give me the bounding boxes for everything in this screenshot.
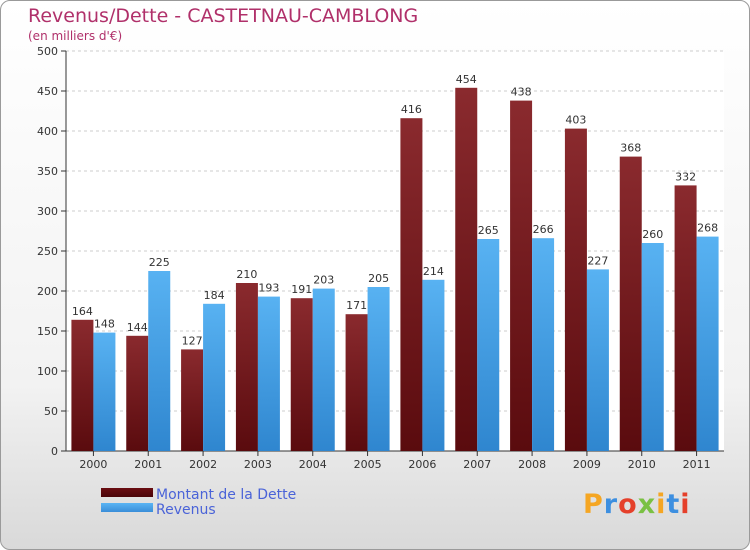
data-label: 332 — [675, 170, 696, 183]
data-label: 260 — [642, 228, 663, 241]
logo-letter: i — [656, 489, 667, 520]
x-tick-label: 2008 — [518, 458, 546, 471]
data-label: 227 — [587, 254, 608, 267]
bar-dette — [510, 100, 533, 451]
proxiti-logo: Proxiti — [583, 489, 691, 520]
x-tick-label: 2007 — [463, 458, 491, 471]
bar-dette — [345, 314, 368, 451]
legend-label: Revenus — [156, 502, 216, 518]
y-tick-label: 300 — [37, 205, 58, 218]
bar-dette — [455, 87, 478, 452]
data-label: 127 — [182, 334, 203, 347]
bar-revenus — [422, 279, 445, 451]
y-tick-label: 400 — [37, 125, 58, 138]
bar-dette — [619, 156, 642, 451]
chart-subtitle: (en milliers d'€) — [28, 29, 123, 43]
data-label: 205 — [368, 272, 389, 285]
data-label: 210 — [236, 268, 257, 281]
bar-revenus — [532, 238, 555, 451]
logo-letter: x — [637, 489, 657, 520]
logo-letter: o — [618, 489, 638, 520]
legend-label: Montant de la Dette — [156, 487, 296, 503]
bar-revenus — [586, 269, 609, 451]
y-tick-label: 500 — [37, 45, 58, 58]
data-label: 193 — [258, 282, 279, 295]
bar-revenus — [312, 288, 335, 451]
data-label: 368 — [620, 142, 641, 155]
y-tick-label: 50 — [44, 405, 58, 418]
y-tick-label: 200 — [37, 285, 58, 298]
x-tick-label: 2001 — [134, 458, 162, 471]
bar-revenus — [477, 239, 500, 451]
bar-revenus — [148, 271, 171, 451]
data-label: 144 — [127, 321, 148, 334]
logo-letter: t — [666, 489, 681, 520]
x-tick-label: 2000 — [79, 458, 107, 471]
logo-letter: P — [583, 489, 604, 520]
bar-dette — [235, 283, 258, 451]
data-label: 416 — [401, 103, 422, 116]
data-label: 268 — [697, 222, 718, 235]
logo-letter: i — [680, 489, 691, 520]
data-label: 265 — [478, 224, 499, 237]
y-tick-label: 350 — [37, 165, 58, 178]
bar-dette — [564, 128, 587, 451]
bar-dette — [126, 335, 149, 451]
data-label: 148 — [94, 318, 115, 331]
data-label: 403 — [565, 114, 586, 127]
x-tick-label: 2011 — [683, 458, 711, 471]
x-tick-label: 2009 — [573, 458, 601, 471]
data-label: 164 — [72, 305, 93, 318]
bar-revenus — [93, 332, 116, 451]
data-label: 191 — [291, 283, 312, 296]
y-tick-label: 450 — [37, 85, 58, 98]
bar-revenus — [367, 287, 390, 451]
bar-dette — [400, 118, 423, 451]
data-label: 203 — [313, 274, 334, 287]
data-label: 454 — [456, 73, 477, 86]
x-tick-label: 2004 — [299, 458, 327, 471]
bar-revenus — [641, 243, 664, 451]
bar-dette — [290, 298, 313, 451]
logo-letter: r — [603, 489, 619, 520]
data-label: 184 — [204, 289, 225, 302]
y-tick-label: 0 — [51, 445, 58, 458]
data-label: 266 — [533, 223, 554, 236]
bar-dette — [181, 349, 204, 451]
x-tick-label: 2003 — [244, 458, 272, 471]
bar-revenus — [257, 296, 280, 451]
x-tick-label: 2006 — [408, 458, 436, 471]
legend-swatch — [101, 488, 153, 497]
y-tick-label: 250 — [37, 245, 58, 258]
data-label: 171 — [346, 299, 367, 312]
legend-swatch — [101, 503, 153, 512]
y-tick-label: 150 — [37, 325, 58, 338]
data-label: 438 — [511, 86, 532, 99]
chart-title: Revenus/Dette - CASTETNAU-CAMBLONG — [28, 5, 419, 27]
bar-dette — [674, 185, 697, 451]
bar-dette — [71, 319, 94, 451]
bar-revenus — [696, 236, 719, 451]
data-label: 225 — [149, 256, 170, 269]
x-tick-label: 2010 — [628, 458, 656, 471]
x-tick-label: 2002 — [189, 458, 217, 471]
y-tick-label: 100 — [37, 365, 58, 378]
bar-revenus — [203, 303, 226, 451]
x-tick-label: 2005 — [354, 458, 382, 471]
data-label: 214 — [423, 265, 444, 278]
